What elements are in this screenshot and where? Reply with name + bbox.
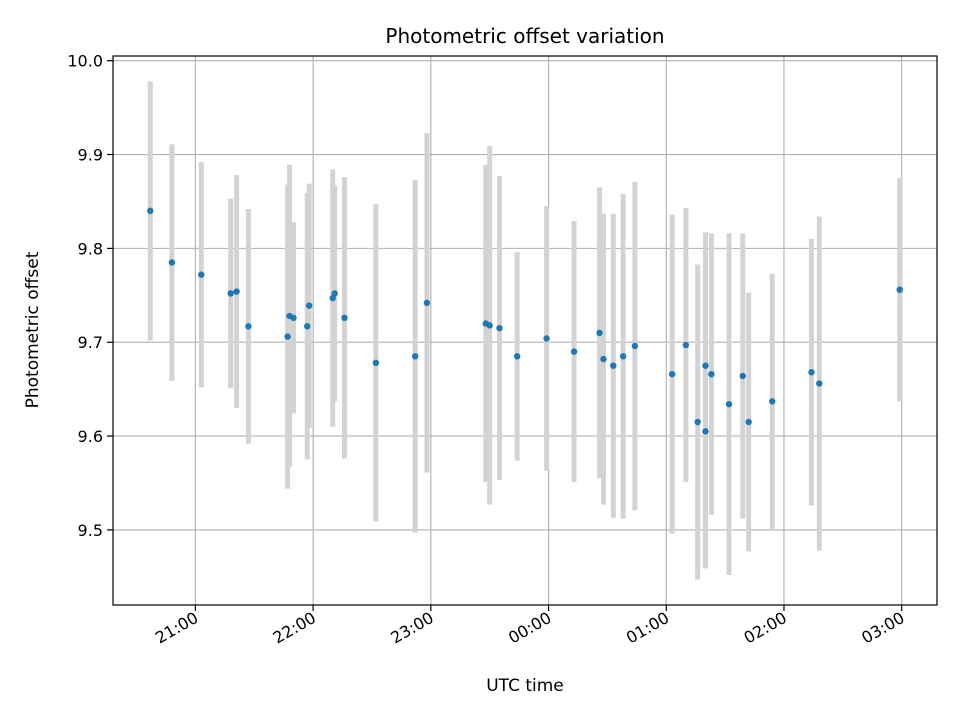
data-point xyxy=(631,342,639,350)
data-point xyxy=(745,418,752,426)
y-tick-label: 9.7 xyxy=(78,333,103,352)
data-point xyxy=(198,271,205,278)
data-point xyxy=(423,299,431,307)
data-point xyxy=(668,370,676,378)
x-tick-label: 21:00 xyxy=(152,608,201,648)
data-point xyxy=(233,288,240,295)
x-tick-label: 01:00 xyxy=(623,608,672,648)
x-tick-label: 03:00 xyxy=(858,608,907,648)
data-point xyxy=(411,353,419,360)
plot-frame xyxy=(112,55,938,606)
data-point xyxy=(227,290,234,297)
y-tick-label: 9.6 xyxy=(78,427,103,446)
error-bars xyxy=(147,81,903,580)
data-point xyxy=(331,290,338,297)
data-point xyxy=(147,207,154,215)
x-tick-label: 00:00 xyxy=(505,608,554,648)
data-point xyxy=(682,341,690,349)
x-axis-label: UTC time xyxy=(486,676,564,696)
data-point xyxy=(168,259,176,266)
data-point xyxy=(486,322,493,329)
data-point xyxy=(702,362,709,369)
chart-title: Photometric offset variation xyxy=(385,24,664,48)
data-point xyxy=(513,353,521,360)
data-point xyxy=(284,333,291,340)
data-point xyxy=(694,418,701,426)
data-point xyxy=(739,372,746,380)
data-point xyxy=(896,286,903,293)
data-point xyxy=(341,314,348,322)
y-tick-label: 10.0 xyxy=(67,52,103,71)
y-tick-label: 9.5 xyxy=(78,521,103,540)
y-tick-label: 9.8 xyxy=(78,239,103,258)
data-point xyxy=(600,355,607,363)
data-point xyxy=(702,428,709,435)
x-tick-label: 02:00 xyxy=(741,608,790,648)
data-point xyxy=(245,323,252,330)
x-axis-ticks: 21:00 22:00 23:00 00:00 01:00 02:00 03:00 xyxy=(152,605,908,648)
data-point xyxy=(543,335,550,342)
data-point xyxy=(496,324,503,332)
x-tick-label: 22:00 xyxy=(270,608,319,648)
data-point xyxy=(304,323,311,330)
data-point xyxy=(816,380,823,387)
data-point xyxy=(305,302,313,309)
data-point xyxy=(619,353,627,360)
data-point xyxy=(708,370,715,378)
x-tick-label: 23:00 xyxy=(387,608,436,648)
data-point xyxy=(570,348,578,355)
y-tick-label: 9.9 xyxy=(78,146,103,165)
data-point xyxy=(610,362,617,369)
y-axis-ticks: 9.5 9.6 9.7 9.8 9.9 10.0 xyxy=(67,52,113,540)
data-point xyxy=(596,329,603,337)
data-point xyxy=(769,398,776,405)
y-axis-label: Photometric offset xyxy=(23,251,43,408)
data-point xyxy=(372,359,380,367)
data-point xyxy=(808,369,815,376)
data-point xyxy=(290,314,297,322)
data-point xyxy=(725,400,733,408)
data-points xyxy=(147,207,903,435)
